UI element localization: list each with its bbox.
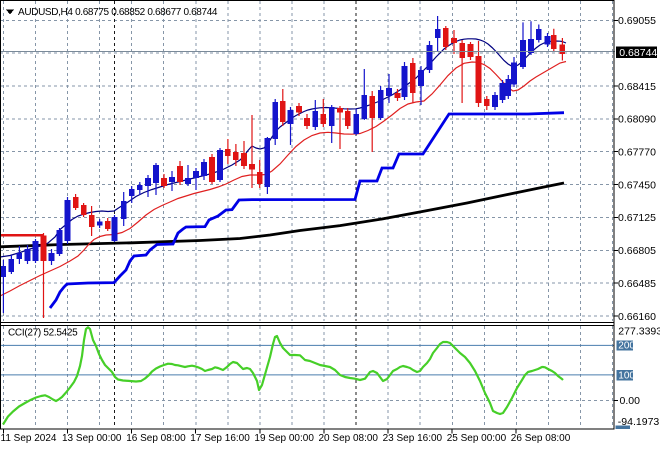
svg-text:13 Sep 00:00: 13 Sep 00:00 (62, 433, 122, 444)
svg-text:0.67450: 0.67450 (618, 179, 656, 191)
svg-text:100: 100 (618, 370, 635, 381)
svg-text:0.67125: 0.67125 (618, 212, 656, 224)
svg-text:0.66160: 0.66160 (618, 311, 656, 323)
svg-text:200: 200 (618, 341, 635, 352)
svg-text:0.67770: 0.67770 (618, 147, 656, 159)
svg-text:AUDUSD,H4 0.68775 0.68852 0.6: AUDUSD,H4 0.68775 0.68852 0.68677 0.6874… (18, 7, 218, 18)
svg-text:0.66485: 0.66485 (618, 278, 656, 290)
svg-text:-94.1973: -94.1973 (618, 416, 660, 428)
svg-text:0.68090: 0.68090 (618, 114, 656, 126)
svg-text:25 Sep 00:00: 25 Sep 00:00 (447, 433, 507, 444)
svg-text:0.66805: 0.66805 (618, 245, 656, 257)
svg-text:26 Sep 08:00: 26 Sep 08:00 (511, 433, 571, 444)
svg-text:23 Sep 16:00: 23 Sep 16:00 (383, 433, 443, 444)
svg-text:19 Sep 00:00: 19 Sep 00:00 (254, 433, 314, 444)
svg-text:0.68744: 0.68744 (619, 47, 657, 59)
svg-text:0.68415: 0.68415 (618, 81, 656, 93)
svg-text:11 Sep 2024: 11 Sep 2024 (1, 433, 57, 444)
svg-text:17 Sep 16:00: 17 Sep 16:00 (190, 433, 250, 444)
svg-text:277.3393: 277.3393 (618, 325, 660, 337)
svg-text:0.69055: 0.69055 (618, 15, 656, 27)
svg-text:CCI(27) 52.5425: CCI(27) 52.5425 (8, 328, 78, 339)
svg-text:0.00: 0.00 (620, 395, 641, 407)
svg-text:20 Sep 08:00: 20 Sep 08:00 (319, 433, 379, 444)
svg-text:16 Sep 08:00: 16 Sep 08:00 (126, 433, 186, 444)
